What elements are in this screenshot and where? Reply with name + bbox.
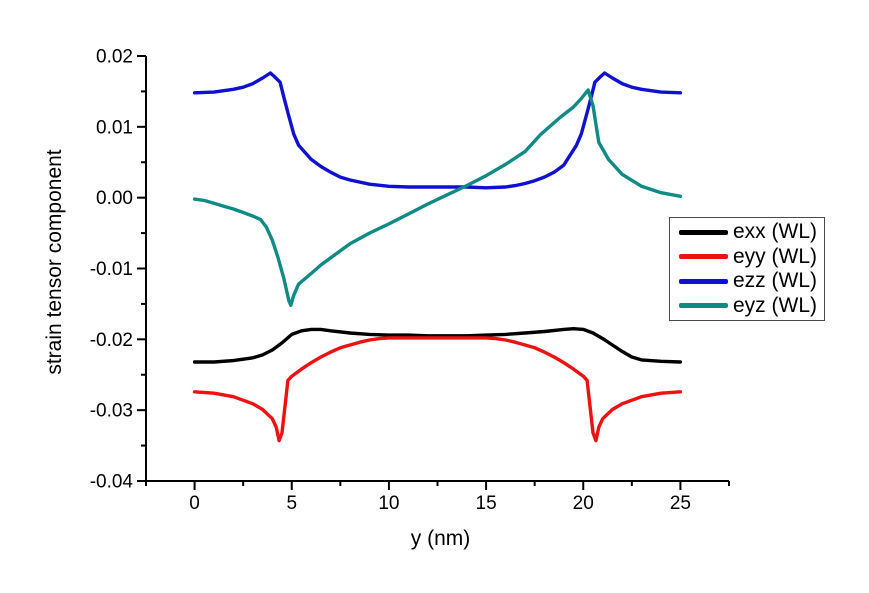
svg-text:0.01: 0.01 xyxy=(96,117,133,138)
legend-line-exx-icon xyxy=(679,229,728,235)
svg-text:-0.01: -0.01 xyxy=(90,259,133,280)
legend-label-exx: exx (WL) xyxy=(733,220,817,244)
legend: exx (WL) eyy (WL) ezz (WL) eyz (WL) xyxy=(669,217,825,321)
x-axis-title-row: y (nm) xyxy=(146,527,729,551)
legend-item-eyy: eyy (WL) xyxy=(670,245,824,269)
svg-text:-0.03: -0.03 xyxy=(90,401,133,422)
svg-text:20: 20 xyxy=(573,493,594,514)
legend-item-ezz: ezz (WL) xyxy=(670,269,824,293)
svg-text:25: 25 xyxy=(670,493,691,514)
legend-line-eyz-icon xyxy=(679,303,728,309)
legend-label-eyz: eyz (WL) xyxy=(733,293,817,317)
legend-line-ezz-icon xyxy=(679,278,728,284)
legend-line-eyy-icon xyxy=(679,254,728,260)
svg-text:-0.04: -0.04 xyxy=(90,472,134,493)
legend-label-eyy: eyy (WL) xyxy=(733,244,817,268)
legend-item-eyz: eyz (WL) xyxy=(670,294,824,318)
svg-text:-0.02: -0.02 xyxy=(90,330,133,351)
svg-text:0: 0 xyxy=(189,493,200,514)
svg-text:0.00: 0.00 xyxy=(96,188,133,209)
svg-text:15: 15 xyxy=(476,493,497,514)
svg-text:0.02: 0.02 xyxy=(96,47,133,68)
legend-label-ezz: ezz (WL) xyxy=(733,269,817,293)
legend-item-exx: exx (WL) xyxy=(670,220,824,244)
svg-text:10: 10 xyxy=(378,493,399,514)
x-axis-title: y (nm) xyxy=(410,527,471,550)
y-axis-title: strain tensor component xyxy=(43,149,66,375)
svg-text:5: 5 xyxy=(286,493,297,514)
